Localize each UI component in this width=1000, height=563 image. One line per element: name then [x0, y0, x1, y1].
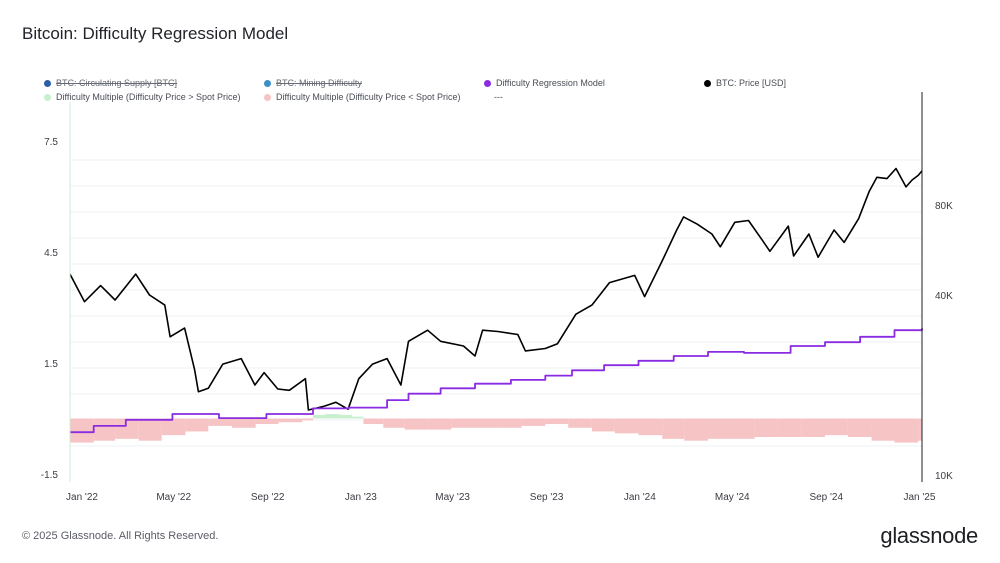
difficulty-multiple-bars: [70, 414, 922, 443]
difficulty-multiple-bar: [70, 418, 94, 443]
difficulty-multiple-bar: [363, 418, 384, 425]
difficulty-multiple-bar: [351, 416, 364, 419]
difficulty-multiple-bar: [255, 418, 279, 425]
difficulty-multiple-bar: [138, 418, 162, 441]
difficulty-multiple-bar: [474, 418, 498, 428]
difficulty-multiple-bar: [638, 418, 663, 436]
difficulty-multiple-bar: [801, 418, 825, 437]
difficulty-multiple-bar: [231, 418, 256, 428]
legend-item-mining-difficulty[interactable]: BTC: Mining Difficulty: [264, 78, 362, 88]
difficulty-multiple-bar: [614, 418, 639, 434]
difficulty-multiple-bar: [591, 418, 615, 432]
legend-item-regression-model[interactable]: Difficulty Regression Model: [484, 78, 605, 88]
legend-label: BTC: Circulating Supply [BTC]: [56, 78, 178, 88]
left-axis-tick-label: 4.5: [44, 248, 58, 259]
legend-label: ---: [494, 92, 503, 102]
gridlines: [70, 159, 922, 447]
x-axis-tick-label: May '24: [715, 492, 750, 503]
right-axis-tick-label: 10K: [935, 471, 953, 482]
difficulty-multiple-bar: [545, 418, 569, 425]
x-axis-tick-label: Sep '22: [251, 492, 285, 503]
legend-label: Difficulty Multiple (Difficulty Price > …: [56, 92, 241, 102]
difficulty-multiple-bar: [918, 418, 922, 441]
brand-logo[interactable]: glassnode: [880, 523, 978, 548]
legend-label: Difficulty Multiple (Difficulty Price < …: [276, 92, 461, 102]
difficulty-multiple-bar: [730, 418, 755, 439]
legend-item-dashed[interactable]: ---: [494, 92, 503, 102]
axes: 7.5 4.5 1.5 -1.5 80K 40K 10K Jan '22 May '22 Sep …: [41, 92, 953, 503]
difficulty-multiple-bar: [824, 418, 848, 436]
legend-item-multiple-above[interactable]: Difficulty Multiple (Difficulty Price > …: [44, 92, 240, 102]
difficulty-multiple-bar: [777, 418, 802, 437]
difficulty-multiple-bar: [894, 418, 919, 443]
difficulty-multiple-bar: [208, 418, 232, 426]
difficulty-multiple-bar: [428, 418, 452, 430]
difficulty-multiple-bar: [847, 418, 872, 437]
btc-price-line: [69, 167, 923, 411]
difficulty-multiple-bar: [521, 418, 546, 426]
difficulty-multiple-bar: [339, 414, 352, 419]
copyright: © 2025 Glassnode. All Rights Reserved.: [22, 530, 219, 542]
right-axis-tick-label: 80K: [935, 201, 953, 212]
x-axis-tick-label: Jan '24: [624, 492, 656, 503]
difficulty-multiple-bar: [185, 418, 209, 432]
legend-dot-icon: [264, 79, 271, 87]
legend-label: BTC: Price [USD]: [716, 78, 787, 88]
legend-label: Difficulty Regression Model: [496, 78, 605, 88]
difficulty-multiple-bar: [161, 418, 186, 436]
difficulty-multiple-bar: [312, 414, 326, 419]
x-axis-tick-label: Jan '22: [66, 492, 98, 503]
x-axis-tick-label: May '23: [435, 492, 470, 503]
left-axis-tick-label: -1.5: [41, 470, 59, 481]
x-axis-tick-label: Jan '25: [904, 492, 936, 503]
chart-title: Bitcoin: Difficulty Regression Model: [22, 24, 289, 43]
difficulty-multiple-bar: [93, 418, 116, 441]
series-lines: [69, 167, 923, 434]
legend-item-multiple-below[interactable]: Difficulty Multiple (Difficulty Price < …: [264, 92, 460, 102]
x-axis-tick-label: Sep '24: [809, 492, 843, 503]
right-axis-tick-label: 40K: [935, 291, 953, 302]
chart-legend: BTC: Circulating Supply [BTC] BTC: Minin…: [0, 0, 1000, 110]
legend-dot-icon: [44, 93, 51, 101]
difficulty-multiple-bar: [383, 418, 405, 428]
x-axis-tick-label: Sep '23: [530, 492, 564, 503]
x-axis-tick-label: Jan '23: [345, 492, 377, 503]
legend-dot-icon: [704, 79, 711, 87]
legend-dot-icon: [484, 79, 491, 87]
difficulty-multiple-bar: [278, 418, 303, 423]
difficulty-multiple-bar: [662, 418, 685, 439]
difficulty-multiple-bar: [497, 418, 522, 428]
left-axis-tick-label: 7.5: [44, 137, 58, 148]
difficulty-multiple-bar: [871, 418, 895, 441]
legend-item-circulating-supply[interactable]: BTC: Circulating Supply [BTC]: [44, 78, 177, 88]
difficulty-multiple-bar: [115, 418, 139, 439]
regression-model-line: [70, 328, 923, 434]
left-axis-tick-label: 1.5: [44, 359, 58, 370]
legend-dot-icon: [44, 79, 51, 87]
legend-label: BTC: Mining Difficulty: [276, 78, 362, 88]
difficulty-multiple-bar: [684, 418, 709, 441]
difficulty-multiple-bar: [568, 418, 592, 428]
difficulty-multiple-bar: [754, 418, 778, 437]
x-axis-tick-label: May '22: [156, 492, 191, 503]
legend-dot-icon: [264, 93, 271, 101]
difficulty-multiple-bar: [325, 414, 340, 419]
difficulty-multiple-bar: [451, 418, 475, 428]
legend-item-btc-price[interactable]: BTC: Price [USD]: [704, 78, 786, 88]
difficulty-multiple-bar: [404, 418, 429, 430]
difficulty-multiple-bar: [302, 418, 313, 421]
difficulty-multiple-bar: [708, 418, 731, 439]
